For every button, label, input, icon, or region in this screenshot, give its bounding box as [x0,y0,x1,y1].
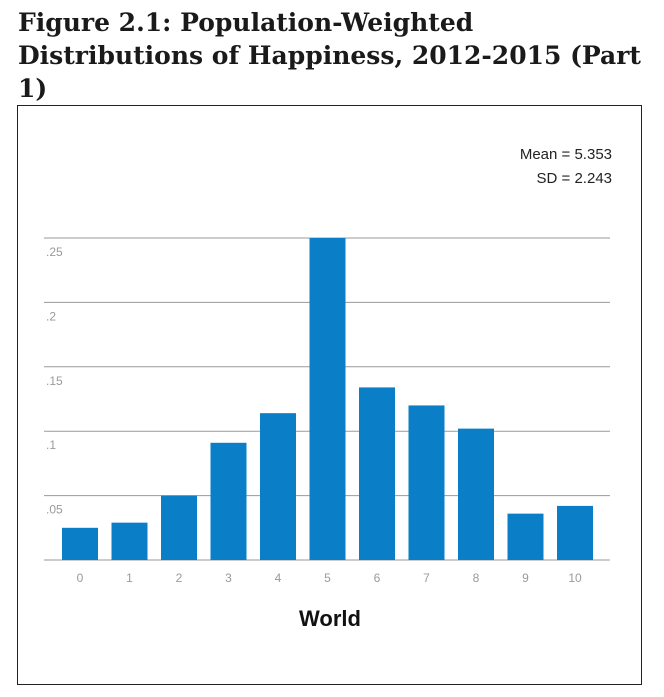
y-tick-labels: .05 .1 .15 .2 .25 [46,245,63,517]
bar-6 [359,387,395,560]
y-tick-label: .05 [46,503,63,517]
x-tick-label: 5 [324,571,331,585]
bar-7 [408,405,445,560]
figure-title: Figure 2.1: Population-Weighted Distribu… [18,8,641,103]
bars [62,238,593,560]
mean-annotation: Mean = 5.353 [520,146,612,163]
chart-frame [17,105,642,685]
bar-8 [458,428,494,560]
x-tick-label: 10 [568,571,582,585]
bar-2 [161,495,197,560]
y-tick-label: .1 [46,438,56,452]
bar-0 [62,527,98,560]
x-tick-label: 3 [225,571,232,585]
sd-annotation: SD = 2.243 [537,170,612,187]
x-tick-labels: 0 1 2 3 4 5 6 7 8 9 10 [77,571,582,585]
bar-4 [260,413,296,560]
y-tick-label: .15 [46,374,63,388]
x-tick-label: 9 [522,571,529,585]
bar-10 [557,505,593,560]
x-tick-label: 2 [176,571,183,585]
y-tick-label: .25 [46,245,63,259]
x-tick-label: 6 [374,571,381,585]
bar-3 [210,442,247,560]
x-tick-label: 8 [473,571,480,585]
bar-9 [507,513,544,560]
x-tick-label: 7 [423,571,430,585]
x-axis-label: World [299,606,361,631]
x-tick-label: 1 [126,571,133,585]
y-tick-label: .2 [46,309,56,323]
x-tick-label: 4 [275,571,282,585]
x-tick-label: 0 [77,571,84,585]
bar-5 [309,238,346,560]
bar-1 [111,522,148,560]
